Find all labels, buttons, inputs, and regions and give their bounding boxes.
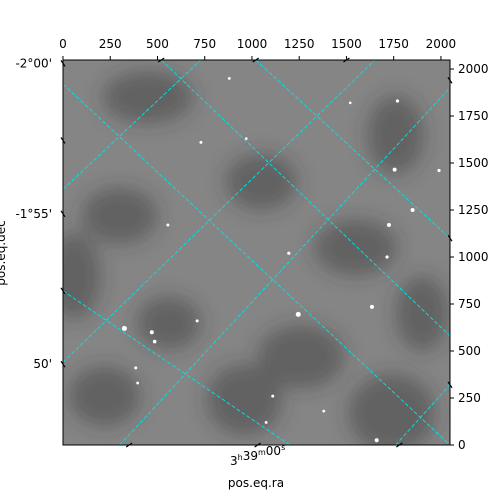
dec-tick-mark <box>60 60 66 67</box>
star <box>410 208 415 213</box>
grid-line <box>255 60 450 239</box>
y-tick-label: 1250 <box>458 203 489 217</box>
dec-tick-mark <box>60 210 66 218</box>
world-axis-ticks: -2°00' -1°55' 50' 3h39m00s <box>15 56 453 468</box>
star <box>195 319 199 323</box>
y-tick-label: 500 <box>458 344 481 358</box>
world-tick-mark <box>396 442 403 448</box>
world-tick-mark <box>60 287 66 295</box>
star <box>287 251 291 255</box>
star <box>199 140 203 144</box>
grid-line <box>395 384 450 445</box>
x-tick-label: 2000 <box>426 37 457 51</box>
ra-tick-label: 3h39m00s <box>230 443 285 468</box>
world-tick-mark <box>447 76 453 84</box>
stars <box>121 77 441 443</box>
star <box>121 325 127 331</box>
world-tick-mark <box>447 381 453 389</box>
dec-tick-label: -2°00' <box>15 56 52 70</box>
star <box>392 167 397 172</box>
y-tick-label: 250 <box>458 391 481 405</box>
star <box>322 409 326 413</box>
world-tick-mark <box>252 57 260 63</box>
grid-line <box>119 87 450 445</box>
star <box>295 311 301 317</box>
x-tick-label: 1250 <box>284 37 315 51</box>
star <box>437 168 441 173</box>
grid-line <box>160 60 450 337</box>
y-tick-label: 2000 <box>458 62 489 76</box>
world-tick-mark <box>60 137 66 144</box>
x-axis-label: pos.eq.ra <box>228 476 284 490</box>
star <box>244 137 248 140</box>
grid-line <box>63 60 202 190</box>
star <box>152 339 157 344</box>
grid-line <box>63 290 291 445</box>
star <box>386 223 391 228</box>
x-tick-label: 1500 <box>331 37 362 51</box>
star <box>271 394 275 398</box>
y-tick-label: 750 <box>458 297 481 311</box>
world-tick-mark <box>125 442 133 448</box>
image-noise <box>63 60 450 445</box>
grid-line <box>63 83 450 445</box>
y-axis-label: pos.eq.dec <box>0 220 8 285</box>
star <box>348 101 352 105</box>
image-area <box>63 60 450 445</box>
world-tick-mark <box>157 57 165 63</box>
star <box>149 330 154 335</box>
x-tick-label: 750 <box>193 37 216 51</box>
y-tick-label: 1750 <box>458 109 489 123</box>
dec-tick-mark <box>60 360 66 368</box>
x-pixel-axis: 0 250 500 750 1000 1250 1500 1750 2000 <box>59 37 456 60</box>
star <box>136 381 140 385</box>
x-tick-label: 250 <box>99 37 122 51</box>
star <box>134 366 138 370</box>
dec-tick-label: 50' <box>33 357 52 371</box>
grid-line <box>63 60 376 363</box>
star <box>227 77 231 80</box>
star <box>374 438 379 443</box>
x-tick-label: 1000 <box>237 37 268 51</box>
star <box>385 255 389 259</box>
star <box>264 421 268 424</box>
world-tick-mark <box>447 234 453 242</box>
y-tick-label: 0 <box>458 438 466 452</box>
coordinate-grid <box>63 60 450 445</box>
y-tick-label: 1000 <box>458 250 489 264</box>
y-tick-label: 1500 <box>458 156 489 170</box>
y-pixel-axis: 0 250 500 750 1000 1250 1500 1750 2000 <box>450 62 489 452</box>
star <box>166 223 170 227</box>
world-tick-mark <box>254 442 261 448</box>
x-tick-label: 1750 <box>378 37 409 51</box>
star <box>369 304 374 309</box>
star <box>395 99 400 103</box>
dec-tick-label: -1°55' <box>15 207 52 221</box>
x-tick-label: 500 <box>146 37 169 51</box>
x-tick-label: 0 <box>59 37 67 51</box>
world-tick-mark <box>343 57 350 63</box>
